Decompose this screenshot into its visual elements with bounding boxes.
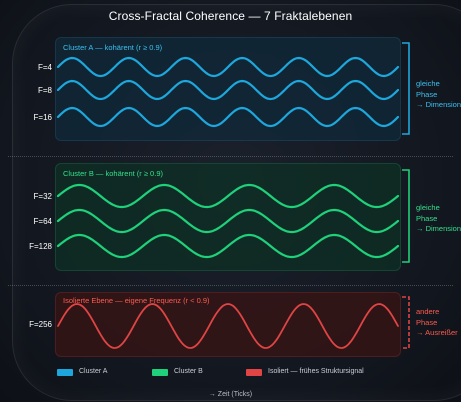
diagram-title: Cross-Fractal Coherence — 7 Fraktalebene… (108, 9, 353, 23)
level-label-f16: F=16 (33, 113, 52, 122)
legend-swatch-cluster-a (57, 369, 73, 376)
wave-f8 (56, 79, 400, 101)
legend-item-cluster-a: Cluster A (57, 368, 147, 378)
level-label-f256: F=256 (29, 320, 52, 329)
cluster-b-bracket (402, 169, 410, 263)
separator (8, 156, 453, 157)
level-label-f32: F=32 (33, 192, 52, 201)
cluster-b-label: Cluster B — kohärent (r ≥ 0.9) (63, 169, 163, 178)
cluster-b-panel (55, 163, 401, 271)
isolated-label: Isolierte Ebene — eigene Frequenz (r < 0… (63, 296, 210, 305)
isolated-panel (55, 292, 401, 357)
legend-label-cluster-b: Cluster B (174, 368, 203, 375)
legend-item-isolated: Isoliert — frühes Struktursignal (246, 368, 396, 378)
x-axis-label: → Zeit (Ticks) (208, 391, 253, 398)
cluster-a-note: gleiche Phase → Dimensionen (416, 79, 461, 109)
level-label-f128: F=128 (29, 242, 52, 251)
wave-f64 (56, 208, 400, 234)
wave-f128 (56, 233, 400, 259)
level-label-f64: F=64 (33, 217, 52, 226)
level-label-f8: F=8 (37, 86, 52, 95)
legend-swatch-cluster-b (152, 369, 168, 376)
legend-swatch-isolated (246, 369, 262, 376)
wave-f32 (56, 183, 400, 209)
cluster-a-bracket (402, 42, 410, 135)
wave-f256 (57, 303, 399, 349)
legend-item-cluster-b: Cluster B (152, 368, 242, 378)
isolated-bracket (402, 296, 410, 349)
cluster-a-label: Cluster A — kohärent (r ≥ 0.9) (63, 43, 163, 52)
separator (8, 285, 453, 286)
legend-label-isolated: Isoliert — frühes Struktursignal (268, 368, 364, 375)
legend-label-cluster-a: Cluster A (79, 368, 108, 375)
wave-f16 (56, 106, 400, 128)
isolated-note: andere Phase → Ausreißer (416, 307, 458, 337)
wave-f4 (56, 56, 400, 78)
cluster-b-note: gleiche Phase → Dimensionen (416, 203, 461, 233)
level-label-f4: F=4 (37, 63, 52, 72)
